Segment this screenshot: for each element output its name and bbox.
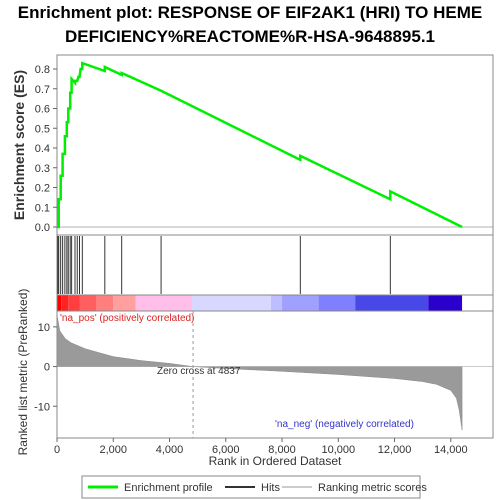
ranked-ylabel: Ranked list metric (PreRanked) [16, 289, 30, 456]
ranked-y-ticks: 10 0 -10 [34, 322, 57, 413]
legend-label: Hits [261, 482, 280, 494]
heatbar-segment [113, 295, 136, 311]
pos-corr-label: 'na_pos' (positively correlated) [60, 313, 194, 324]
es-panel-frame [56, 54, 494, 236]
heatbar-segment [270, 295, 283, 311]
ranked-xtick-label: 14,000 [434, 444, 468, 456]
ranked-ytick-label: 10 [38, 322, 50, 334]
heatbar-segment [192, 295, 271, 311]
ranked-metric-area [56, 314, 463, 431]
es-ytick-label: 0.0 [35, 222, 50, 234]
ranked-metric-group [56, 311, 493, 438]
legend-label: Ranking metric scores [318, 482, 427, 494]
es-ytick-label: 0.2 [35, 183, 50, 195]
chart-title-line-1: Enrichment plot: RESPONSE OF EIF2AK1 (HR… [17, 3, 483, 22]
heatbar-segment [57, 295, 62, 311]
ranked-xtick-label: 0 [54, 444, 60, 456]
es-ylabel: Enrichment score (ES) [11, 70, 27, 220]
ranked-ytick-label: 0 [44, 362, 50, 374]
enrichment-profile-line [57, 61, 463, 229]
es-ytick-label: 0.3 [35, 163, 50, 175]
ranked-xtick-label: 6,000 [212, 444, 240, 456]
ranked-xtick-label: 10,000 [321, 444, 355, 456]
ranked-x-ticks: 0 2,000 4,000 6,000 8,000 10,000 12,000 14,000 [54, 438, 468, 456]
hits-panel-frame [56, 234, 494, 296]
ranked-xlabel: Rank in Ordered Dataset [209, 454, 342, 468]
heatbar-segment [68, 295, 80, 311]
es-ytick-label: 0.1 [35, 202, 50, 214]
es-ytick-label: 0.5 [35, 123, 50, 135]
heatbar-segment [135, 295, 193, 311]
heatbar-segment [355, 295, 429, 311]
ranked-panel-frame [56, 310, 494, 439]
es-ytick-label: 0.4 [35, 143, 50, 155]
heatbar-segment [282, 295, 319, 311]
chart-title-line-2: DEFICIENCY%REACTOME%R-HSA-9648895.1 [64, 27, 435, 46]
es-y-ticks: 0.0 0.1 0.2 0.3 0.4 0.5 0.6 0.7 0.8 [35, 64, 57, 234]
es-line-group [57, 61, 493, 229]
heatbar-segment [318, 295, 356, 311]
ranked-xtick-label: 2,000 [99, 444, 127, 456]
neg-corr-label: 'na_neg' (negatively correlated) [275, 419, 414, 430]
heatbar-segment [96, 295, 114, 311]
es-ytick-label: 0.6 [35, 104, 50, 116]
es-ytick-label: 0.7 [35, 84, 50, 96]
hits-group [57, 236, 391, 294]
heatbar-segment [428, 295, 463, 311]
rank-heatbar [57, 295, 463, 311]
ranked-xtick-label: 12,000 [378, 444, 412, 456]
legend-label: Enrichment profile [124, 482, 213, 494]
heatbar-segment [79, 295, 97, 311]
ranked-xtick-label: 4,000 [156, 444, 184, 456]
zero-cross-label: Zero cross at 4837 [157, 366, 241, 377]
ranked-ytick-label: -10 [34, 401, 50, 413]
es-ytick-label: 0.8 [35, 64, 50, 76]
heatbar-segment [61, 295, 69, 311]
ranked-xtick-label: 8,000 [268, 444, 296, 456]
legend: Enrichment profile Hits Ranking metric sco… [88, 482, 427, 494]
